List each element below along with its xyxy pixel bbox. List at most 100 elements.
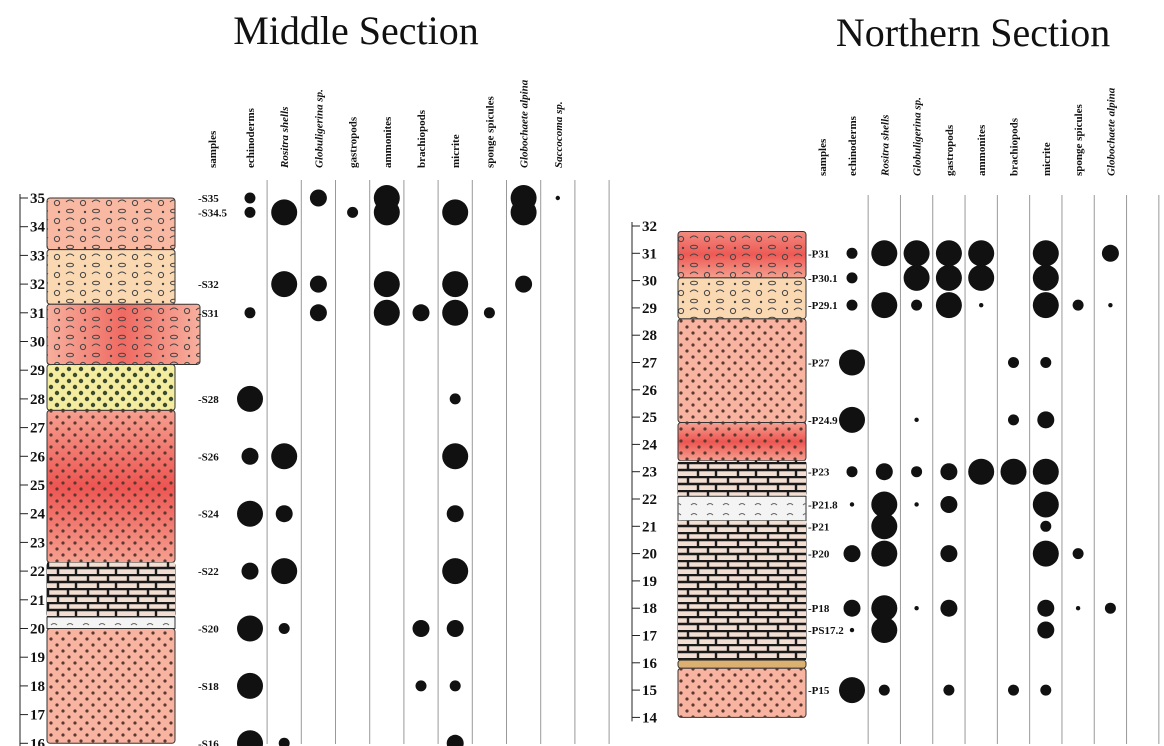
taxon-column-header: ammonites bbox=[976, 124, 988, 176]
abundance-dot bbox=[846, 272, 858, 284]
depth-tick-label: 28 bbox=[30, 392, 45, 408]
lithology-texture bbox=[47, 249, 175, 305]
abundance-dot bbox=[1072, 299, 1084, 311]
depth-tick-label: 18 bbox=[30, 679, 45, 695]
lithology-texture bbox=[47, 198, 175, 250]
abundance-dot bbox=[1032, 491, 1059, 518]
sample-label: -P23 bbox=[808, 467, 830, 479]
abundance-dot bbox=[849, 502, 855, 507]
abundance-dot bbox=[940, 545, 958, 563]
abundance-dot bbox=[510, 199, 537, 226]
sample-label: -P29.1 bbox=[808, 300, 838, 312]
abundance-dot bbox=[237, 615, 263, 642]
abundance-dot bbox=[1032, 540, 1059, 567]
abundance-dot bbox=[1040, 684, 1052, 696]
depth-tick-label: 16 bbox=[30, 736, 46, 746]
abundance-dot bbox=[1037, 411, 1055, 429]
abundance-dot bbox=[1032, 240, 1059, 267]
abundance-dot bbox=[914, 502, 919, 507]
abundance-dot bbox=[449, 680, 461, 692]
sample-label: -P20 bbox=[808, 549, 830, 561]
lithology-texture bbox=[678, 460, 806, 497]
abundance-dot bbox=[935, 264, 962, 291]
abundance-dot bbox=[1104, 602, 1116, 614]
depth-tick-label: 23 bbox=[30, 535, 45, 551]
taxon-column-header: sponge spicules bbox=[1073, 103, 1085, 176]
lithology-texture bbox=[47, 562, 175, 618]
depth-tick-label: 26 bbox=[30, 449, 46, 465]
depth-tick-label: 14 bbox=[642, 710, 658, 726]
depth-tick-label: 15 bbox=[642, 683, 657, 699]
abundance-dot bbox=[849, 627, 855, 633]
abundance-dot bbox=[1037, 621, 1055, 639]
depth-tick-label: 29 bbox=[642, 301, 657, 317]
depth-tick-label: 30 bbox=[30, 335, 45, 351]
abundance-dot bbox=[442, 558, 469, 585]
abundance-dot bbox=[968, 240, 995, 267]
abundance-dot bbox=[911, 299, 923, 311]
abundance-dot bbox=[1008, 414, 1019, 426]
abundance-dot bbox=[275, 505, 293, 523]
abundance-dot bbox=[483, 307, 495, 319]
sample-label: -P31 bbox=[808, 248, 829, 260]
abundance-dot bbox=[237, 385, 263, 412]
sample-label: -S35 bbox=[198, 193, 219, 205]
abundance-dot bbox=[515, 275, 533, 293]
depth-tick-label: 32 bbox=[642, 219, 657, 235]
sample-label: -P15 bbox=[808, 685, 830, 697]
depth-tick-label: 34 bbox=[30, 220, 46, 236]
sample-label: -P21 bbox=[808, 521, 829, 533]
abundance-dot bbox=[843, 599, 861, 617]
sample-label: -S28 bbox=[198, 394, 219, 406]
depth-tick-label: 22 bbox=[30, 564, 45, 580]
abundance-dot bbox=[309, 304, 327, 322]
abundance-dot bbox=[309, 275, 327, 293]
depth-tick-label: 17 bbox=[30, 708, 46, 724]
abundance-dot bbox=[347, 206, 359, 218]
abundance-dot bbox=[271, 271, 298, 298]
depth-tick-label: 24 bbox=[30, 507, 46, 523]
taxon-column-header: ammonites bbox=[382, 116, 394, 168]
depth-tick-label: 30 bbox=[642, 274, 657, 290]
abundance-dot bbox=[914, 417, 919, 423]
abundance-dot bbox=[911, 466, 923, 478]
abundance-dot bbox=[914, 606, 919, 611]
abundance-dot bbox=[979, 302, 984, 308]
sample-label: -S26 bbox=[198, 451, 219, 463]
taxon-column-header: brachiopods bbox=[416, 109, 428, 168]
depth-tick-label: 27 bbox=[30, 421, 46, 437]
abundance-dot bbox=[968, 458, 995, 485]
sample-label: -S22 bbox=[198, 566, 219, 578]
sample-label: -S16 bbox=[198, 738, 219, 746]
depth-tick-label: 26 bbox=[642, 383, 658, 399]
depth-tick-label: 27 bbox=[642, 356, 658, 372]
abundance-dot bbox=[871, 240, 898, 267]
abundance-dot bbox=[846, 247, 858, 259]
abundance-dot bbox=[871, 540, 898, 567]
abundance-dot bbox=[442, 443, 469, 470]
sample-label: -S34.5 bbox=[198, 207, 228, 219]
depth-tick-label: 22 bbox=[642, 492, 657, 508]
abundance-dot bbox=[373, 199, 400, 226]
abundance-dot bbox=[875, 463, 893, 481]
abundance-dot bbox=[871, 491, 898, 518]
lithology-texture bbox=[678, 668, 806, 718]
taxon-column-header: Globochaete alpina bbox=[519, 79, 531, 168]
depth-tick-label: 23 bbox=[642, 465, 657, 481]
depth-tick-label: 21 bbox=[642, 519, 657, 535]
abundance-dot bbox=[309, 189, 327, 207]
abundance-dot bbox=[1032, 292, 1059, 319]
taxon-column-header: gastropods bbox=[348, 116, 360, 168]
sample-label: -S24 bbox=[198, 509, 219, 521]
abundance-dot bbox=[943, 684, 955, 696]
abundance-dot bbox=[903, 240, 930, 267]
depth-tick-label: 35 bbox=[30, 191, 45, 207]
depth-tick-label: 31 bbox=[642, 246, 657, 262]
lithology-layer-tan bbox=[677, 659, 807, 669]
middle-section-panel: 35 34 33 32 31 30 29 28 27 26 25 24 23 22 21 20 19 18 17 16… bbox=[19, 79, 610, 746]
abundance-dot bbox=[878, 684, 890, 696]
abundance-dot bbox=[271, 199, 298, 226]
depth-tick-label: 19 bbox=[30, 650, 45, 666]
abundance-dot bbox=[846, 466, 858, 478]
